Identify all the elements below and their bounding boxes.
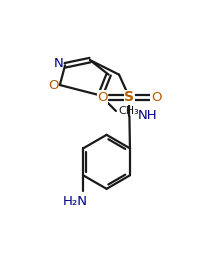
Text: O: O (97, 91, 108, 104)
Text: CH₃: CH₃ (118, 106, 139, 116)
Text: S: S (124, 90, 134, 105)
Text: O: O (151, 91, 162, 104)
Text: H₂N: H₂N (62, 195, 87, 208)
Text: NH: NH (137, 109, 157, 122)
Text: N: N (54, 57, 63, 70)
Text: O: O (48, 78, 58, 91)
